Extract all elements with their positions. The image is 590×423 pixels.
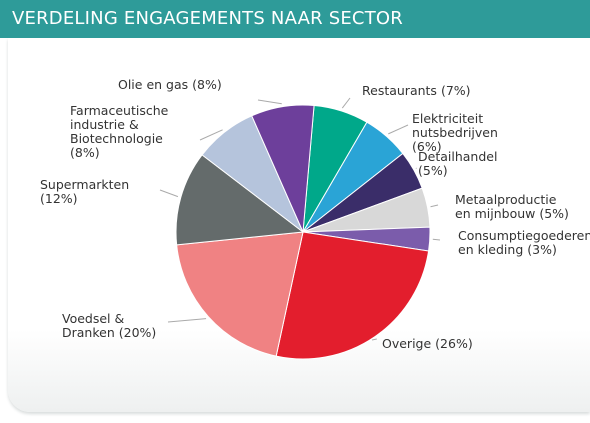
category-label: Metaalproductie en mijnbouw xyxy=(455,192,557,221)
leader-line xyxy=(341,97,351,109)
category-label: Restaurants xyxy=(362,83,437,98)
value-label: (5%) xyxy=(418,163,448,178)
value-label: (7%) xyxy=(440,83,471,98)
category-label: Consumptiegoederen en kleding xyxy=(458,228,590,257)
category-label: Overige xyxy=(382,336,432,351)
slice-label: Voedsel & Dranken (20%) xyxy=(62,312,156,340)
leader-line xyxy=(388,124,409,135)
slice-label: Elektriciteit nutsbedrijven (6%) xyxy=(412,112,498,154)
value-label: (8%) xyxy=(192,77,222,92)
slice-label: Restaurants (7%) xyxy=(362,84,471,98)
category-label: Farmaceutische industrie & Biotechnologi… xyxy=(70,103,169,146)
chart-title: VERDELING ENGAGEMENTS NAAR SECTOR xyxy=(0,0,590,38)
leader-line xyxy=(432,238,441,241)
value-label: (6%) xyxy=(412,139,442,154)
value-label: (8%) xyxy=(70,145,100,160)
leader-line xyxy=(167,318,207,323)
value-label: (12%) xyxy=(40,191,78,206)
slice xyxy=(175,154,305,246)
slice-label: Metaalproductie en mijnbouw (5%) xyxy=(455,193,569,221)
leader-line xyxy=(371,338,377,341)
category-label: Olie en gas xyxy=(118,77,189,92)
slice-label: Olie en gas (8%) xyxy=(118,78,222,92)
slice-label: Supermarkten (12%) xyxy=(40,178,129,206)
leader-line xyxy=(430,204,439,208)
leader-line xyxy=(159,189,179,198)
category-label: Voedsel & Dranken xyxy=(62,311,125,340)
slice-label: Overige (26%) xyxy=(382,337,473,351)
value-label: (3%) xyxy=(527,242,557,257)
category-label: Detailhandel xyxy=(418,149,498,164)
slice-label: Farmaceutische industrie & Biotechnologi… xyxy=(70,104,168,160)
slice xyxy=(275,231,430,360)
value-label: (5%) xyxy=(539,206,569,221)
slice-label: Consumptiegoederen en kleding (3%) xyxy=(458,229,590,257)
slice xyxy=(251,104,315,233)
slice-label: Detailhandel (5%) xyxy=(418,150,497,178)
leader-line xyxy=(257,99,282,105)
category-label: Elektriciteit nutsbedrijven xyxy=(412,111,498,140)
category-label: Supermarkten xyxy=(40,177,130,192)
value-label: (20%) xyxy=(118,325,157,340)
leader-line xyxy=(199,129,223,141)
slice xyxy=(176,231,304,357)
value-label: (26%) xyxy=(435,336,473,351)
